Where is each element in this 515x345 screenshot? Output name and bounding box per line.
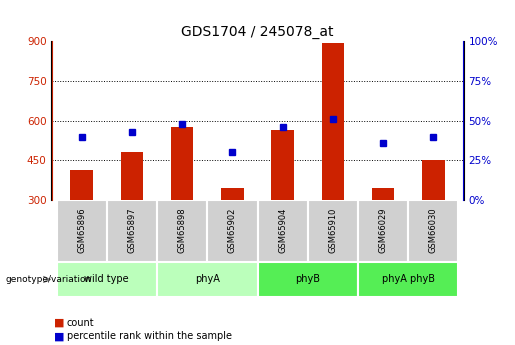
Bar xyxy=(157,262,258,297)
Text: percentile rank within the sample: percentile rank within the sample xyxy=(67,332,232,341)
Text: phyA phyB: phyA phyB xyxy=(382,275,435,284)
Text: ■: ■ xyxy=(54,318,64,327)
Text: ■: ■ xyxy=(54,332,64,341)
Bar xyxy=(157,200,207,262)
Text: GSM65904: GSM65904 xyxy=(278,207,287,253)
Bar xyxy=(171,127,194,200)
Bar xyxy=(422,160,444,200)
Bar xyxy=(358,262,458,297)
Text: GSM65902: GSM65902 xyxy=(228,207,237,253)
Bar xyxy=(71,170,93,200)
Bar xyxy=(221,188,244,200)
Bar xyxy=(258,262,358,297)
Text: phyB: phyB xyxy=(295,275,320,284)
Bar xyxy=(271,130,294,200)
Bar xyxy=(207,200,258,262)
Bar xyxy=(321,43,344,200)
Title: GDS1704 / 245078_at: GDS1704 / 245078_at xyxy=(181,25,334,39)
Text: genotype/variation: genotype/variation xyxy=(5,275,91,284)
Text: wild type: wild type xyxy=(84,275,129,284)
Text: GSM65898: GSM65898 xyxy=(178,207,186,253)
Text: GSM65910: GSM65910 xyxy=(329,207,337,253)
Bar xyxy=(408,200,458,262)
Text: count: count xyxy=(67,318,95,327)
Bar xyxy=(308,200,358,262)
Bar xyxy=(372,188,394,200)
Text: GSM66030: GSM66030 xyxy=(429,207,438,253)
Text: GSM65896: GSM65896 xyxy=(77,207,86,253)
Bar xyxy=(358,200,408,262)
Text: GSM66029: GSM66029 xyxy=(379,207,388,253)
Text: GSM65897: GSM65897 xyxy=(127,207,136,253)
Text: phyA: phyA xyxy=(195,275,220,284)
Bar xyxy=(107,200,157,262)
Bar xyxy=(258,200,308,262)
Bar xyxy=(57,200,107,262)
Bar xyxy=(121,152,143,200)
Bar xyxy=(57,262,157,297)
